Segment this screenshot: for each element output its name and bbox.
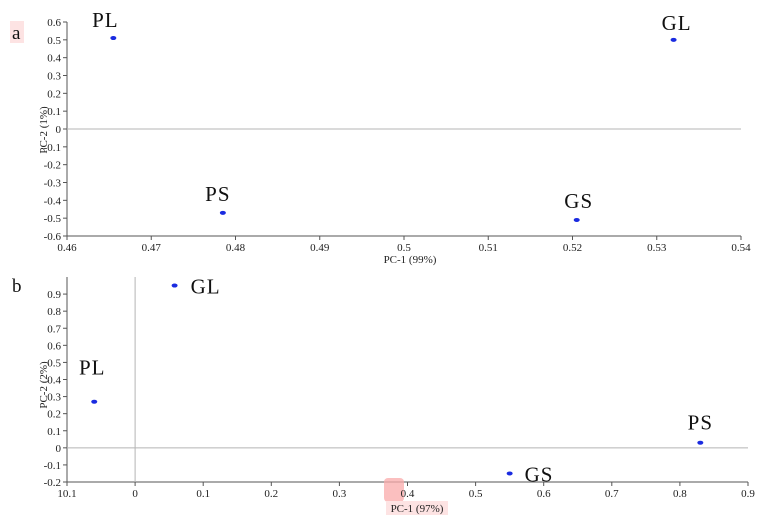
point-label-gs: GS [525,462,554,486]
x-tick-label: 0.9 [741,488,755,500]
point-label-ps: PS [688,411,713,435]
panel-b-axes [66,277,748,483]
panel-a-x-ticks: 0.46 0.47 0.48 0.49 0.5 0.51 0.52 0.53 0.54 [57,236,751,254]
y-tick-label: -0.5 [44,213,62,225]
y-tick-label: 0.4 [47,375,61,387]
panel-b-points: GL PL PS GS [79,275,713,487]
data-point-gs [573,217,580,222]
y-tick-label: 0 [56,124,62,136]
data-point-ps [697,440,704,445]
x-tick-label: 0.8 [673,488,687,500]
y-tick-label: 0.8 [47,306,61,318]
point-label-pl: PL [79,356,106,380]
panel-b-x-axis-title: PC-1 (97%) [391,503,444,515]
point-label-pl: PL [92,8,119,32]
panel-b-y-ticks: 0.9 0.8 0.7 0.6 0.5 0.4 0.3 0.2 0.1 0 -0.1 -0.2 [44,289,67,489]
y-tick-label: 0.3 [47,392,61,404]
y-tick-label: 0.5 [47,35,61,47]
x-tick-label: 0.2 [264,488,278,500]
point-label-gl: GL [662,11,692,35]
y-tick-label: 0.2 [47,88,61,100]
panel-a-axes [66,22,741,237]
x-tick-label: 0.53 [647,242,667,254]
panel-a-points: PL GL PS GS [92,8,692,222]
panel-b-y-axis-title: PC-2 (2%) [38,361,50,409]
x-tick-label: 0.48 [226,242,246,254]
x-tick-label: 0.5 [469,488,483,500]
data-point-ps [219,210,226,215]
panel-b: b 10.1 0 0.1 0.2 0.3 0.4 0.5 0.6 0.7 0.8 0.9 0.90.… [12,275,755,515]
x-tick-label: 0.5 [397,242,411,254]
y-tick-label: 0 [56,443,62,455]
x-tick-label: 0.49 [310,242,330,254]
y-tick-label: 0.5 [47,357,61,369]
panel-b-cursor-highlight [384,478,404,502]
x-tick-label: 0 [132,488,138,500]
x-tick-label: 0.4 [401,488,415,500]
y-tick-label: 0.9 [47,289,61,301]
y-tick-label: 0.6 [47,17,61,29]
panel-b-x-title-highlight [386,501,448,515]
y-tick-label: -0.3 [44,178,62,190]
y-tick-label: 0.7 [47,323,61,335]
panel-a: a 0.46 0.47 0.48 0.49 0.5 0.51 0.52 0.53 0.54 0.… [10,8,751,266]
data-point-gl [670,37,677,42]
x-tick-label: 0.51 [479,242,498,254]
y-tick-label: 0.3 [47,71,61,83]
y-tick-label: 0.2 [47,409,61,421]
panel-a-letter: a [12,23,21,44]
data-point-gs [506,471,513,476]
y-tick-label: -0.6 [44,231,62,243]
data-point-pl [110,36,117,41]
panel-b-x-ticks: 10.1 0 0.1 0.2 0.3 0.4 0.5 0.6 0.7 0.8 0.9 [57,482,755,500]
point-label-gs: GS [564,189,593,213]
x-tick-label: 0.6 [537,488,551,500]
y-tick-label: -0.2 [44,477,61,489]
point-label-ps: PS [205,182,230,206]
y-tick-label: 0.1 [47,106,61,118]
panel-a-y-axis-title: PC-2 (1%) [38,106,50,154]
data-point-gl [171,283,178,288]
x-tick-label: 0.3 [333,488,347,500]
panel-a-x-axis-title: PC-1 (99%) [384,254,437,266]
point-label-gl: GL [191,275,221,299]
y-tick-label: 0.4 [47,53,61,65]
x-tick-label: 0.52 [563,242,582,254]
y-tick-label: -0.1 [44,460,61,472]
y-tick-label: 0.1 [47,426,61,438]
x-tick-label: 0.47 [142,242,162,254]
panel-a-letter-highlight [10,21,24,43]
x-tick-label: 0.54 [731,242,751,254]
x-tick-label: 0.1 [196,488,210,500]
data-point-pl [91,399,98,404]
y-tick-label: -0.2 [44,160,61,172]
y-tick-label: -0.1 [44,142,61,154]
x-tick-label: 0.46 [57,242,77,254]
y-tick-label: 0.6 [47,340,61,352]
panel-a-y-ticks: 0.6 0.5 0.4 0.3 0.2 0.1 0 -0.1 -0.2 -0.3 -0.4 -0.5 -… [44,17,67,243]
panel-b-letter: b [12,276,22,297]
y-tick-label: -0.4 [44,195,62,207]
x-tick-label: 0.7 [605,488,619,500]
x-tick-label: 10.1 [57,488,76,500]
